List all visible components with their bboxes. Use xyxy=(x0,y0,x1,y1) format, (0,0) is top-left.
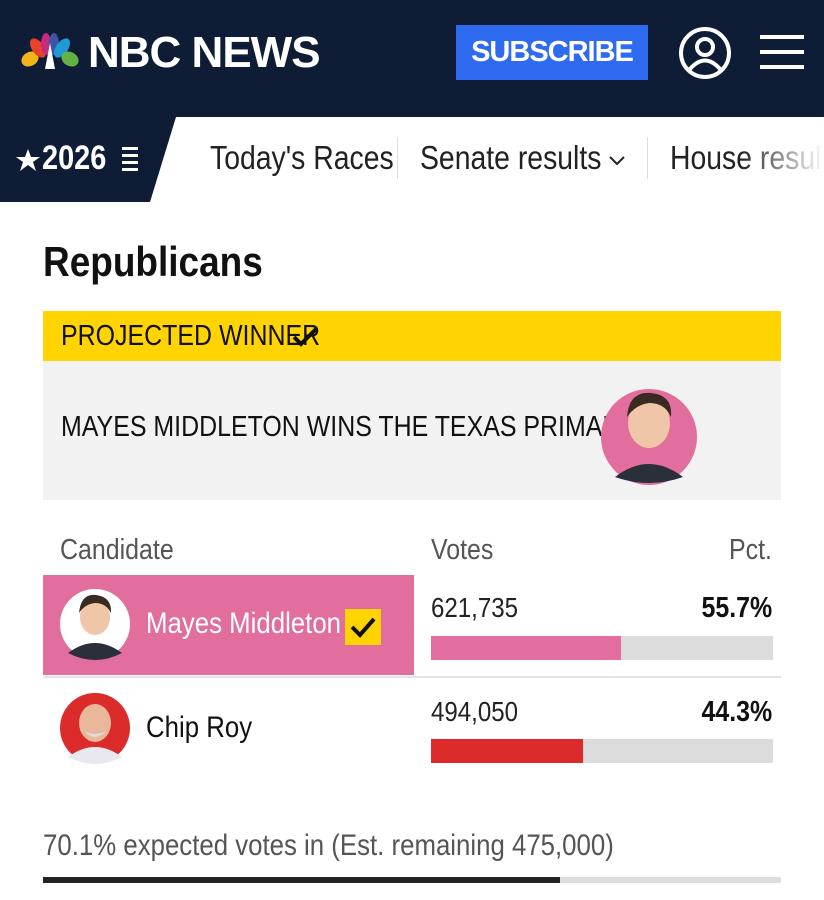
check-icon xyxy=(292,327,318,347)
winner-box: MAYES MIDDLETON WINS THE TEXAS PRIMARY xyxy=(43,361,781,500)
header: NBC NEWS SUBSCRIBE xyxy=(0,0,824,117)
expected-bar xyxy=(43,877,561,883)
vote-count: 621,735 xyxy=(431,592,519,623)
chevron xyxy=(609,156,625,166)
logo-text: NBC NEWS xyxy=(88,28,321,77)
peacock-logo xyxy=(21,33,79,69)
bar-track xyxy=(431,636,773,660)
expected-text: expected votes in (Est. remaining 475,00… xyxy=(123,829,614,862)
expected-percent: 70.1% xyxy=(43,829,117,862)
section-title: Republicans xyxy=(43,238,263,285)
menu-icon[interactable] xyxy=(760,33,804,71)
column-header: Pct. xyxy=(729,534,772,566)
separator xyxy=(647,137,648,179)
account-icon[interactable] xyxy=(678,26,732,80)
badge-year: 2026 xyxy=(42,139,107,177)
nav-bar: 2026 Today's Races Senate results House … xyxy=(0,117,824,202)
subscribe-button[interactable]: SUBSCRIBE xyxy=(456,25,648,80)
bar-track xyxy=(431,739,773,763)
badge-background xyxy=(0,117,176,202)
candidate-photo xyxy=(60,589,130,660)
column-header: Votes xyxy=(431,534,494,566)
vote-bar xyxy=(431,739,583,763)
expected-track xyxy=(43,877,781,883)
vote-percent: 55.7% xyxy=(701,592,772,624)
headline: MAYES MIDDLETON WINS THE TEXAS PRIMARY xyxy=(61,411,637,443)
vote-bar xyxy=(431,636,622,660)
nav-link[interactable]: Senate results xyxy=(420,139,602,176)
separator xyxy=(397,137,398,179)
winner-check xyxy=(345,609,381,645)
row-divider xyxy=(43,676,781,678)
vote-percent: 44.3% xyxy=(701,696,772,728)
projected-banner: PROJECTED WINNER xyxy=(43,311,781,361)
projected-label: PROJECTED WINNER xyxy=(61,320,321,352)
column-header: Candidate xyxy=(60,534,174,566)
nav-link[interactable]: Today's Races xyxy=(210,139,394,176)
candidate-name: Mayes Middleton xyxy=(146,607,342,640)
candidate-photo xyxy=(60,693,130,764)
winner-photo xyxy=(601,389,697,485)
vote-count: 494,050 xyxy=(431,696,519,727)
expected-votes: 70.1% expected votes in (Est. remaining … xyxy=(43,829,614,863)
candidate-name: Chip Roy xyxy=(146,711,253,744)
fade xyxy=(740,117,824,202)
